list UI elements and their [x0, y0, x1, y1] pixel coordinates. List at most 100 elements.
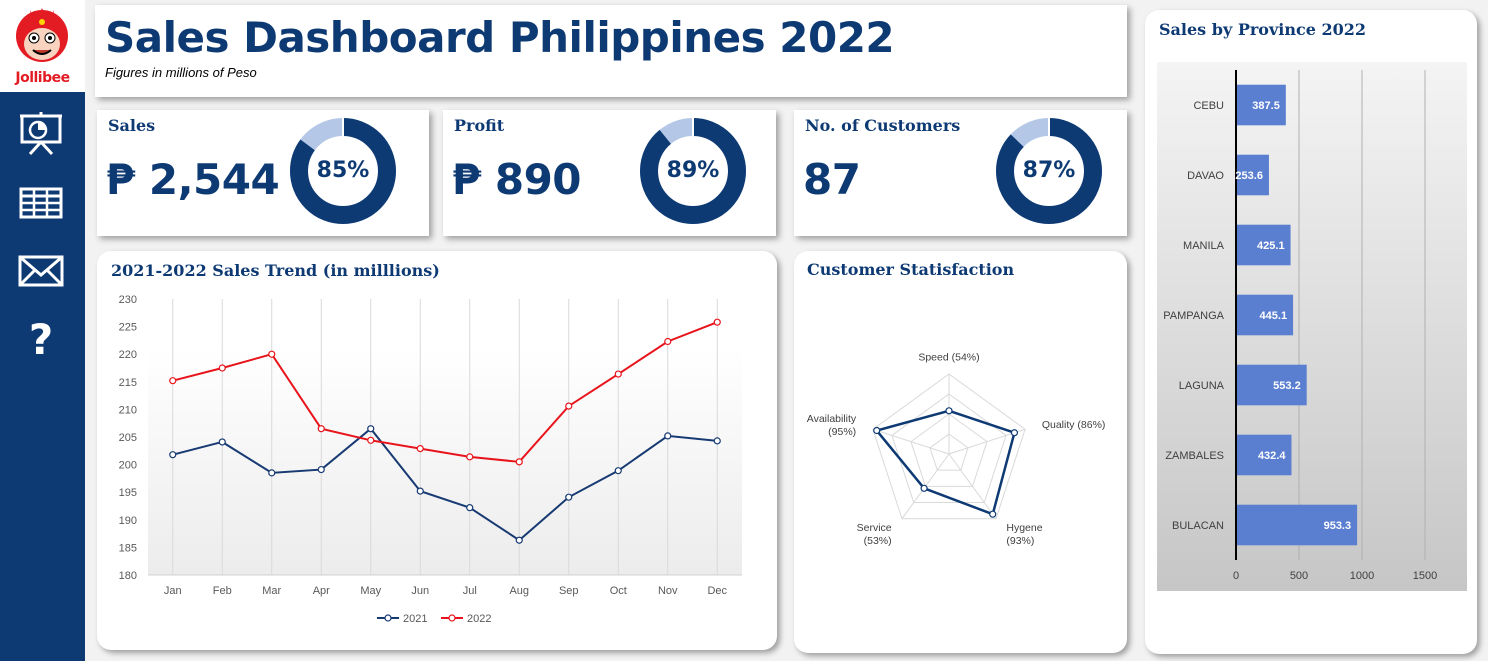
sales-trend-card: 2021-2022 Sales Trend (in milllions) 180… [97, 251, 777, 650]
y-tick-label: 225 [119, 322, 137, 334]
data-point [614, 370, 622, 378]
x-tick-label: 500 [1290, 570, 1308, 582]
bar-value-label: 253.6 [1235, 170, 1263, 182]
y-tick-label: 185 [119, 542, 137, 554]
x-tick-label: Oct [610, 585, 627, 597]
data-point [268, 469, 276, 477]
radar-series [874, 409, 1016, 516]
kpi-percent: 89% [667, 158, 720, 183]
data-point [416, 487, 424, 495]
kpi-label: No. of Customers [805, 116, 961, 135]
kpi-value: ₱ 890 [452, 155, 582, 204]
category-label: PAMPANGA [1163, 310, 1224, 322]
x-tick-label: Feb [213, 585, 232, 597]
radar-axis-label: Availability (95%) [807, 413, 857, 438]
plot-background [148, 347, 742, 575]
data-point [367, 425, 375, 433]
radar-spoke [872, 428, 950, 455]
bar-value-label: 553.2 [1273, 380, 1301, 392]
bar-laguna [1237, 364, 1307, 406]
y-tick-label: 190 [119, 515, 137, 527]
data-point [317, 425, 325, 433]
satisfaction-card: Customer Statisfaction Speed (54%) Qualit… [794, 251, 1127, 653]
category-label: MANILA [1183, 240, 1225, 252]
kpi-donut: 85% [290, 118, 396, 224]
province-bar-chart: 387.5 253.6 425.1 445.1 553.2 432.4 953.3 CEBU… [1157, 62, 1467, 591]
radar-gridring [910, 413, 988, 487]
kpi-card-customers: No. of Customers 87 87% [794, 110, 1127, 236]
data-point [614, 467, 622, 475]
sales-trend-chart: 180 185 190 195 200 205 210 215 220 225 230 Jan Feb… [119, 294, 742, 625]
logo-wordmark: Jollibee [15, 70, 70, 86]
satisfaction-radar-chart: Speed (54%) Quality (86%) Hygene (93%) Servi… [807, 351, 1106, 547]
category-label: DAVAO [1187, 170, 1224, 182]
x-tick-label: Aug [509, 585, 529, 597]
data-point [515, 458, 523, 466]
radar-spoke [948, 453, 997, 520]
radar-point [1010, 429, 1019, 437]
kpi-card-profit: Profit ₱ 890 89% [443, 110, 776, 236]
bar-bulacan [1237, 504, 1358, 546]
kpi-percent: 85% [317, 158, 370, 183]
data-point [565, 493, 573, 501]
bar-cebu [1237, 84, 1286, 126]
kpi-percent: 87% [1023, 158, 1076, 183]
bar-value-label: 425.1 [1257, 240, 1285, 252]
y-tick-label: 220 [119, 349, 137, 361]
radar-axis-label: Hygene (93%) [1006, 522, 1042, 547]
sidebar: Jollibee ? [0, 0, 85, 661]
x-tick-label: Jan [164, 585, 182, 597]
category-label: CEBU [1193, 100, 1224, 112]
mail-icon[interactable] [18, 248, 64, 294]
legend-label: 2021 [403, 613, 427, 625]
x-tick-label: Nov [658, 585, 678, 597]
data-point [515, 536, 523, 544]
kpi-value: 87 [803, 155, 861, 204]
kpi-label: Sales [108, 116, 156, 135]
x-tick-label: 0 [1233, 570, 1239, 582]
x-tick-label: 1000 [1350, 570, 1374, 582]
jollibee-logo[interactable]: Jollibee [0, 0, 85, 92]
presentation-chart-icon[interactable] [18, 110, 64, 156]
kpi-label: Profit [454, 116, 505, 135]
category-label: LAGUNA [1179, 380, 1225, 392]
radar-gridring [891, 393, 1007, 504]
x-tick-label: Jun [411, 585, 429, 597]
bar-value-label: 387.5 [1252, 100, 1280, 112]
data-point [466, 453, 474, 461]
mascot-icon [16, 8, 68, 62]
y-tick-label: 230 [119, 294, 137, 306]
x-tick-label: Sep [559, 585, 579, 597]
x-tick-label: Apr [313, 585, 330, 597]
y-tick-label: 180 [119, 570, 137, 582]
chart-title: 2021-2022 Sales Trend (in milllions) [111, 261, 440, 280]
data-point [317, 465, 325, 474]
bar-value-label: 953.3 [1324, 520, 1352, 532]
data-point [169, 451, 177, 459]
legend-label: 2022 [467, 613, 491, 625]
data-point [268, 350, 276, 358]
radar-point [920, 484, 928, 492]
bar-zambales [1237, 434, 1292, 476]
help-question-icon[interactable]: ? [18, 316, 64, 362]
category-label: ZAMBALES [1165, 450, 1224, 462]
data-point [713, 318, 721, 326]
radar-axis-label: Quality (86%) [1042, 419, 1106, 431]
data-point [218, 364, 226, 372]
data-point [565, 402, 573, 410]
table-grid-icon[interactable] [18, 180, 64, 226]
bar-manila [1237, 224, 1291, 266]
data-point [416, 444, 424, 453]
chart-title: Sales by Province 2022 [1159, 20, 1366, 39]
category-label: BULACAN [1172, 520, 1224, 532]
header-card: Sales Dashboard Philippines 2022 Figures… [95, 5, 1127, 97]
x-tick-label: 1500 [1413, 570, 1437, 582]
data-point [466, 504, 474, 512]
radar-point [989, 510, 997, 518]
series-line-2022 [172, 321, 718, 463]
svg-text:?: ? [29, 316, 53, 362]
chart-title: Customer Statisfaction [807, 260, 1015, 279]
legend-marker [448, 614, 456, 622]
y-tick-label: 210 [119, 404, 137, 416]
radar-axis-label: Service (53%) [857, 522, 892, 547]
